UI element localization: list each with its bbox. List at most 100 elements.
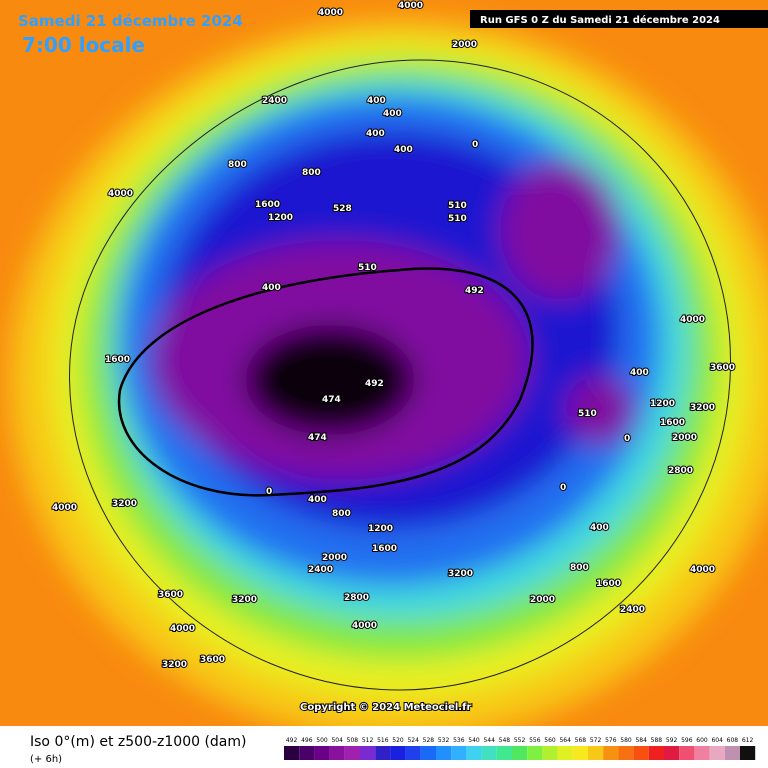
- legend-label: 552: [514, 737, 526, 744]
- legend-swatch: [375, 746, 391, 760]
- legend-swatch: [420, 746, 436, 760]
- time: 7:00 locale: [22, 33, 145, 57]
- legend-swatch: [740, 746, 756, 760]
- contour-label: 3600: [158, 590, 183, 600]
- legend-label: 604: [711, 737, 723, 744]
- contour-label: 3200: [448, 569, 473, 579]
- contour-label: 3200: [162, 660, 187, 670]
- legend-label: 572: [590, 737, 602, 744]
- legend-label: 520: [392, 737, 404, 744]
- contour-label: 4000: [52, 503, 77, 513]
- legend-label: 592: [666, 737, 678, 744]
- contour-label: 400: [394, 145, 413, 155]
- contour-label: 4000: [680, 315, 705, 325]
- legend-swatch: [451, 746, 467, 760]
- legend-label: 548: [499, 737, 511, 744]
- legend-label: 596: [681, 737, 693, 744]
- run-box: [470, 10, 768, 28]
- contour-label: 2000: [672, 433, 697, 443]
- contour-label: 400: [367, 96, 386, 106]
- legend-swatch: [557, 746, 573, 760]
- legend-swatch: [314, 746, 330, 760]
- contour-label: 2000: [452, 40, 477, 50]
- contour-label: 1600: [596, 579, 621, 589]
- contour-label: 4000: [398, 1, 423, 11]
- contour-label: 528: [333, 204, 352, 214]
- legend-swatch: [299, 746, 315, 760]
- footer-title: Iso 0°(m) et z500-z1000 (dam): [30, 734, 247, 750]
- legend-swatch: [633, 746, 649, 760]
- contour-label: 510: [578, 409, 597, 419]
- contour-label: 1600: [372, 544, 397, 554]
- contour-label: 2400: [308, 565, 333, 575]
- contour-label: 400: [262, 283, 281, 293]
- contour-label: 3600: [200, 655, 225, 665]
- legend-swatch: [496, 746, 512, 760]
- legend-swatch: [603, 746, 619, 760]
- legend-label: 576: [605, 737, 617, 744]
- legend-label: 504: [331, 737, 343, 744]
- contour-label: 492: [465, 286, 484, 296]
- contour-label: 2400: [620, 605, 645, 615]
- legend-swatch: [648, 746, 664, 760]
- contour-label: 1200: [368, 524, 393, 534]
- legend-swatch: [329, 746, 345, 760]
- legend-label: 612: [742, 737, 754, 744]
- legend-swatch: [724, 746, 740, 760]
- contour-label: 800: [302, 168, 321, 178]
- contour-label: 4000: [690, 565, 715, 575]
- contour-label: 3600: [710, 363, 735, 373]
- legend-label: 532: [438, 737, 450, 744]
- contour-label: 0: [624, 434, 630, 444]
- contour-label: 400: [590, 523, 609, 533]
- copyright: Copyright © 2024 Meteociel.fr: [300, 702, 471, 713]
- contour-label: 400: [366, 129, 385, 139]
- legend-swatch: [679, 746, 695, 760]
- contour-label: 4000: [318, 8, 343, 18]
- contour-label: 1600: [255, 200, 280, 210]
- contour-label: 510: [448, 214, 467, 224]
- legend-swatch: [360, 746, 376, 760]
- contour-label: 0: [472, 140, 478, 150]
- legend-label: 496: [301, 737, 313, 744]
- contour-label: 0: [560, 483, 566, 493]
- contour-label: 1200: [268, 213, 293, 223]
- contour-label: 474: [308, 433, 327, 443]
- legend-label: 492: [286, 737, 298, 744]
- contour-label: 0: [266, 487, 272, 497]
- legend-swatch: [572, 746, 588, 760]
- contour-label: 800: [228, 160, 247, 170]
- contour-label: 2800: [344, 593, 369, 603]
- contour-label: 2000: [530, 595, 555, 605]
- footer-offset: (+ 6h): [30, 754, 62, 765]
- legend-swatch: [694, 746, 710, 760]
- contour-label: 800: [332, 509, 351, 519]
- contour-label: 400: [383, 109, 402, 119]
- legend-swatch: [709, 746, 725, 760]
- legend-swatch: [481, 746, 497, 760]
- legend-swatch: [284, 746, 300, 760]
- legend-label: 564: [559, 737, 571, 744]
- legend-label: 516: [377, 737, 389, 744]
- legend-label: 584: [635, 737, 647, 744]
- legend-swatch: [405, 746, 421, 760]
- legend-label: 568: [575, 737, 587, 744]
- legend-label: 608: [727, 737, 739, 744]
- legend-swatch: [512, 746, 528, 760]
- legend-label: 560: [544, 737, 556, 744]
- contour-label: 400: [630, 368, 649, 378]
- contour-label: 4000: [108, 189, 133, 199]
- contour-label: 2000: [322, 553, 347, 563]
- legend-label: 600: [696, 737, 708, 744]
- contour-label: 3200: [232, 595, 257, 605]
- contour-label: 510: [358, 263, 377, 273]
- contour-label: 492: [365, 379, 384, 389]
- legend-label: 556: [529, 737, 541, 744]
- legend-swatch: [436, 746, 452, 760]
- legend-swatch: [588, 746, 604, 760]
- legend-label: 508: [347, 737, 359, 744]
- legend-label: 528: [423, 737, 435, 744]
- run-text: Run GFS 0 Z du Samedi 21 décembre 2024: [480, 14, 720, 26]
- contour-label: 400: [308, 495, 327, 505]
- legend-swatch: [664, 746, 680, 760]
